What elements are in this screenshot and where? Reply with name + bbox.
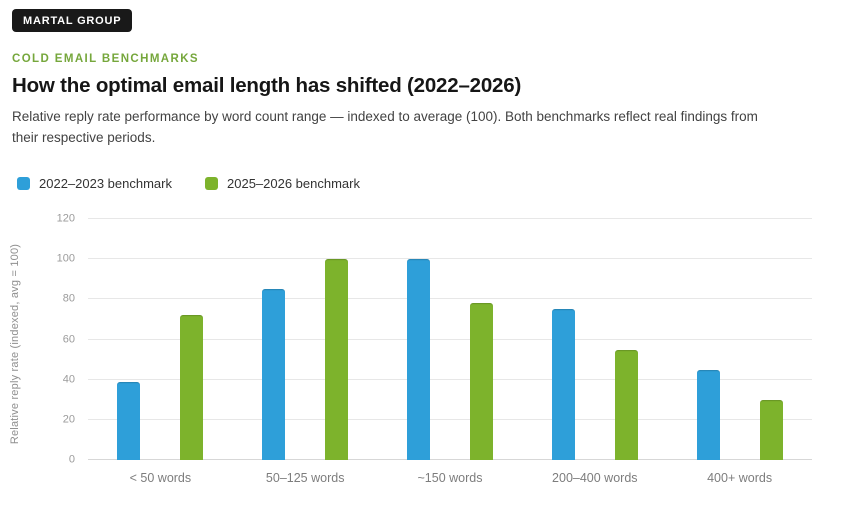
gridline-100 [88, 258, 812, 260]
y-tick-label-80: 80 [62, 292, 75, 305]
y-tick-label-60: 60 [62, 333, 75, 345]
page-title: How the optimal email length has shifted… [12, 74, 522, 97]
legend-item-1: 2022–2023 benchmark [17, 176, 172, 191]
bar-group-5 [667, 219, 812, 460]
bar-series-2-group-4 [614, 349, 638, 460]
bar-series-2-group-2 [325, 259, 349, 460]
bar-series-2-group-3 [469, 303, 493, 460]
bar-group-1 [88, 219, 233, 460]
bar-group-4 [522, 219, 667, 460]
legend-label: 2022–2023 benchmark [39, 175, 172, 191]
x-axis-label-2: 50–125 words [265, 471, 345, 485]
bar-series-1-group-5 [696, 369, 720, 460]
bar-series-1-group-2 [262, 289, 286, 460]
chart-subtitle: Relative reply rate performance by word … [12, 109, 758, 145]
legend-swatch-icon [17, 176, 30, 190]
bar-series-1-group-1 [117, 381, 141, 460]
x-axis-label-4: 200–400 words [552, 471, 638, 485]
y-tick-label-20: 20 [62, 413, 75, 426]
gridline-0 [88, 459, 812, 460]
bar-group-3 [378, 219, 523, 460]
bar-chart: Relative reply rate (indexed, avg = 100)… [9, 213, 834, 485]
legend: 2022–2023 benchmark 2025–2026 benchmark [17, 175, 834, 191]
y-tick-label-0: 0 [68, 453, 75, 466]
bar-group-2 [233, 219, 378, 460]
y-tick-label-40: 40 [62, 373, 75, 386]
eyebrow-label: COLD EMAIL BENCHMARKS [12, 53, 199, 65]
y-tick-label-100: 100 [56, 252, 75, 265]
x-axis-label-5: 400+ words [707, 471, 773, 485]
gridline-60 [88, 338, 812, 340]
bar-groups [88, 219, 812, 460]
gridline-80 [88, 298, 812, 300]
gridline-120 [88, 218, 812, 219]
brand-badge: MARTAL GROUP [12, 9, 133, 32]
x-axis-label-1: < 50 words [129, 471, 192, 485]
bar-series-1-group-4 [551, 309, 575, 460]
bar-series-1-group-3 [406, 259, 430, 460]
plot-area: 0 20 40 60 80 100 120 [57, 213, 812, 465]
legend-label: 2025–2026 benchmark [227, 175, 360, 191]
legend-item-2: 2025–2026 benchmark [205, 176, 360, 191]
bar-series-2-group-5 [759, 399, 783, 460]
gridline-20 [88, 418, 812, 420]
x-axis-labels: < 50 words 50–125 words ~150 words 200–400 … [88, 471, 812, 485]
bar-series-2-group-1 [180, 315, 204, 460]
x-axis-label-3: ~150 words [417, 471, 483, 485]
gridline-40 [88, 378, 812, 380]
y-tick-label-120: 120 [56, 212, 75, 225]
legend-swatch-icon [205, 176, 218, 190]
y-axis-title-text: Relative reply rate (indexed, avg = 100) [9, 243, 21, 445]
